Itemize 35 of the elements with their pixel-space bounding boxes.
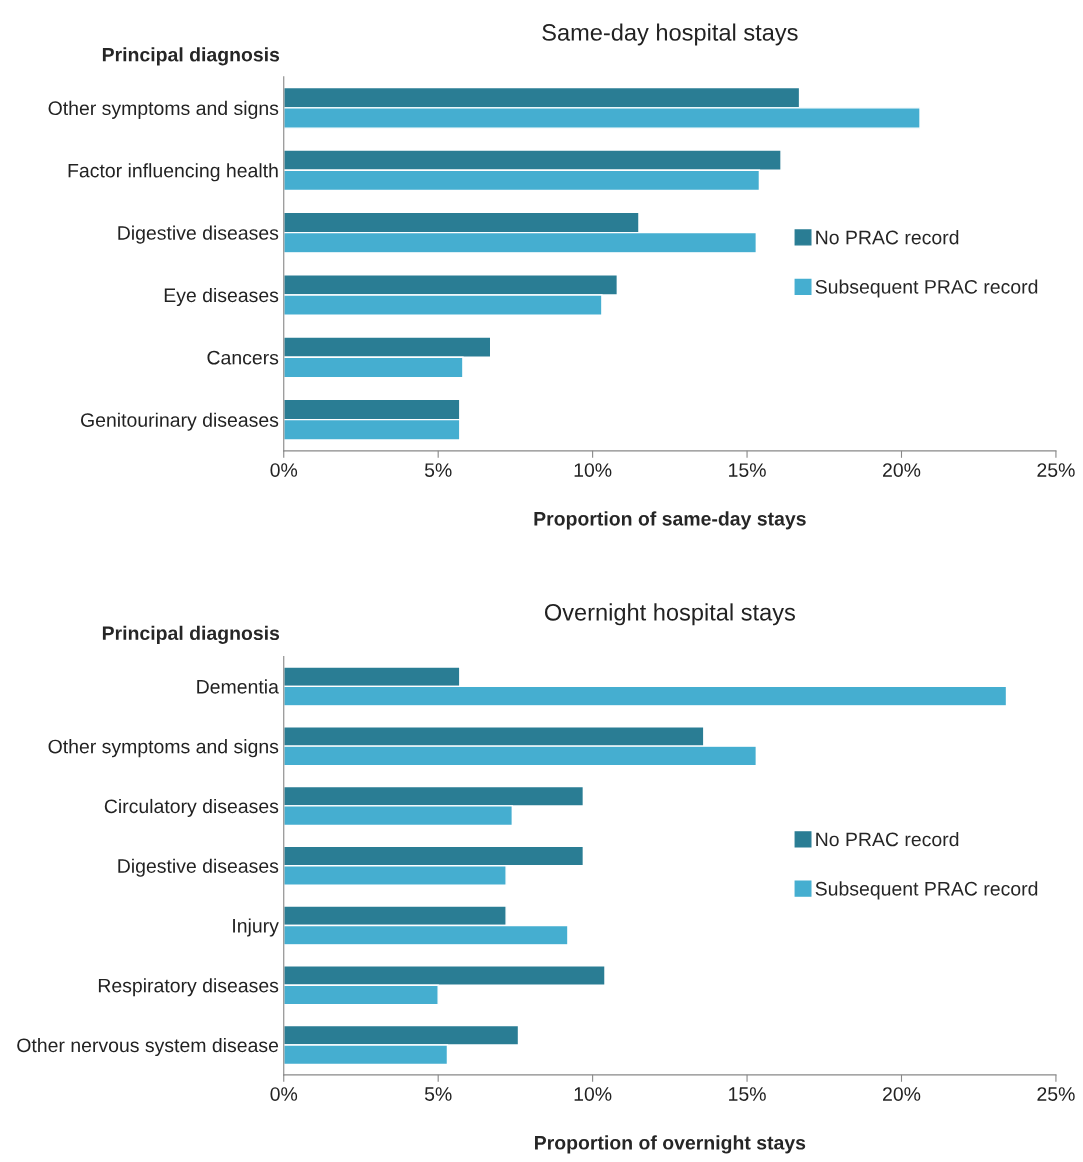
y-tick-label: Respiratory diseases — [98, 978, 279, 997]
x-tick-label: 0% — [270, 463, 298, 477]
chart-title: Overnight hospital stays — [544, 603, 795, 626]
y-axis-title: Principal diagnosis — [102, 47, 280, 66]
y-tick-label: Circulatory diseases — [104, 798, 279, 818]
x-tick-label: 5% — [424, 1087, 452, 1101]
y-axis-title: Principal diagnosis — [102, 625, 280, 644]
x-axis-title: Proportion of same-day stays — [534, 511, 806, 530]
y-tick-label: Digestive diseases — [118, 225, 279, 244]
y-tick-label: Other symptoms and signs — [48, 739, 279, 758]
x-tick-label: 25% — [1037, 463, 1075, 477]
legend-label: Subsequent PRAC record — [815, 881, 1038, 900]
legend-label: No PRAC record — [816, 230, 959, 245]
x-tick-label: 0% — [270, 1087, 298, 1101]
x-tick-label: 10% — [574, 1087, 612, 1101]
y-tick-label: Genitourinary diseases — [81, 412, 279, 431]
legend-label: Subsequent PRAC record — [815, 279, 1038, 298]
x-tick-label: 5% — [424, 463, 452, 477]
y-tick-label: Injury — [233, 918, 279, 937]
x-tick-label: 15% — [729, 1087, 766, 1101]
x-tick-label: 25% — [1037, 1087, 1075, 1101]
x-tick-label: 20% — [883, 463, 921, 477]
y-tick-label: Other nervous system disease — [17, 1037, 279, 1057]
x-tick-label: 10% — [574, 463, 612, 477]
y-tick-label: Dementia — [197, 679, 279, 694]
x-axis-title: Proportion of overnight stays — [535, 1135, 806, 1154]
x-tick-label: 15% — [729, 463, 766, 477]
legend-label: No PRAC record — [816, 832, 959, 847]
x-tick-label: 20% — [883, 1087, 921, 1101]
y-tick-label: Eye diseases — [164, 287, 279, 307]
y-tick-label: Cancers — [207, 350, 279, 365]
y-tick-label: Digestive diseases — [118, 858, 279, 877]
chart-title: Same-day hospital stays — [542, 23, 798, 46]
y-tick-label: Other symptoms and signs — [48, 100, 279, 119]
y-tick-label: Factor influencing health — [68, 163, 278, 182]
